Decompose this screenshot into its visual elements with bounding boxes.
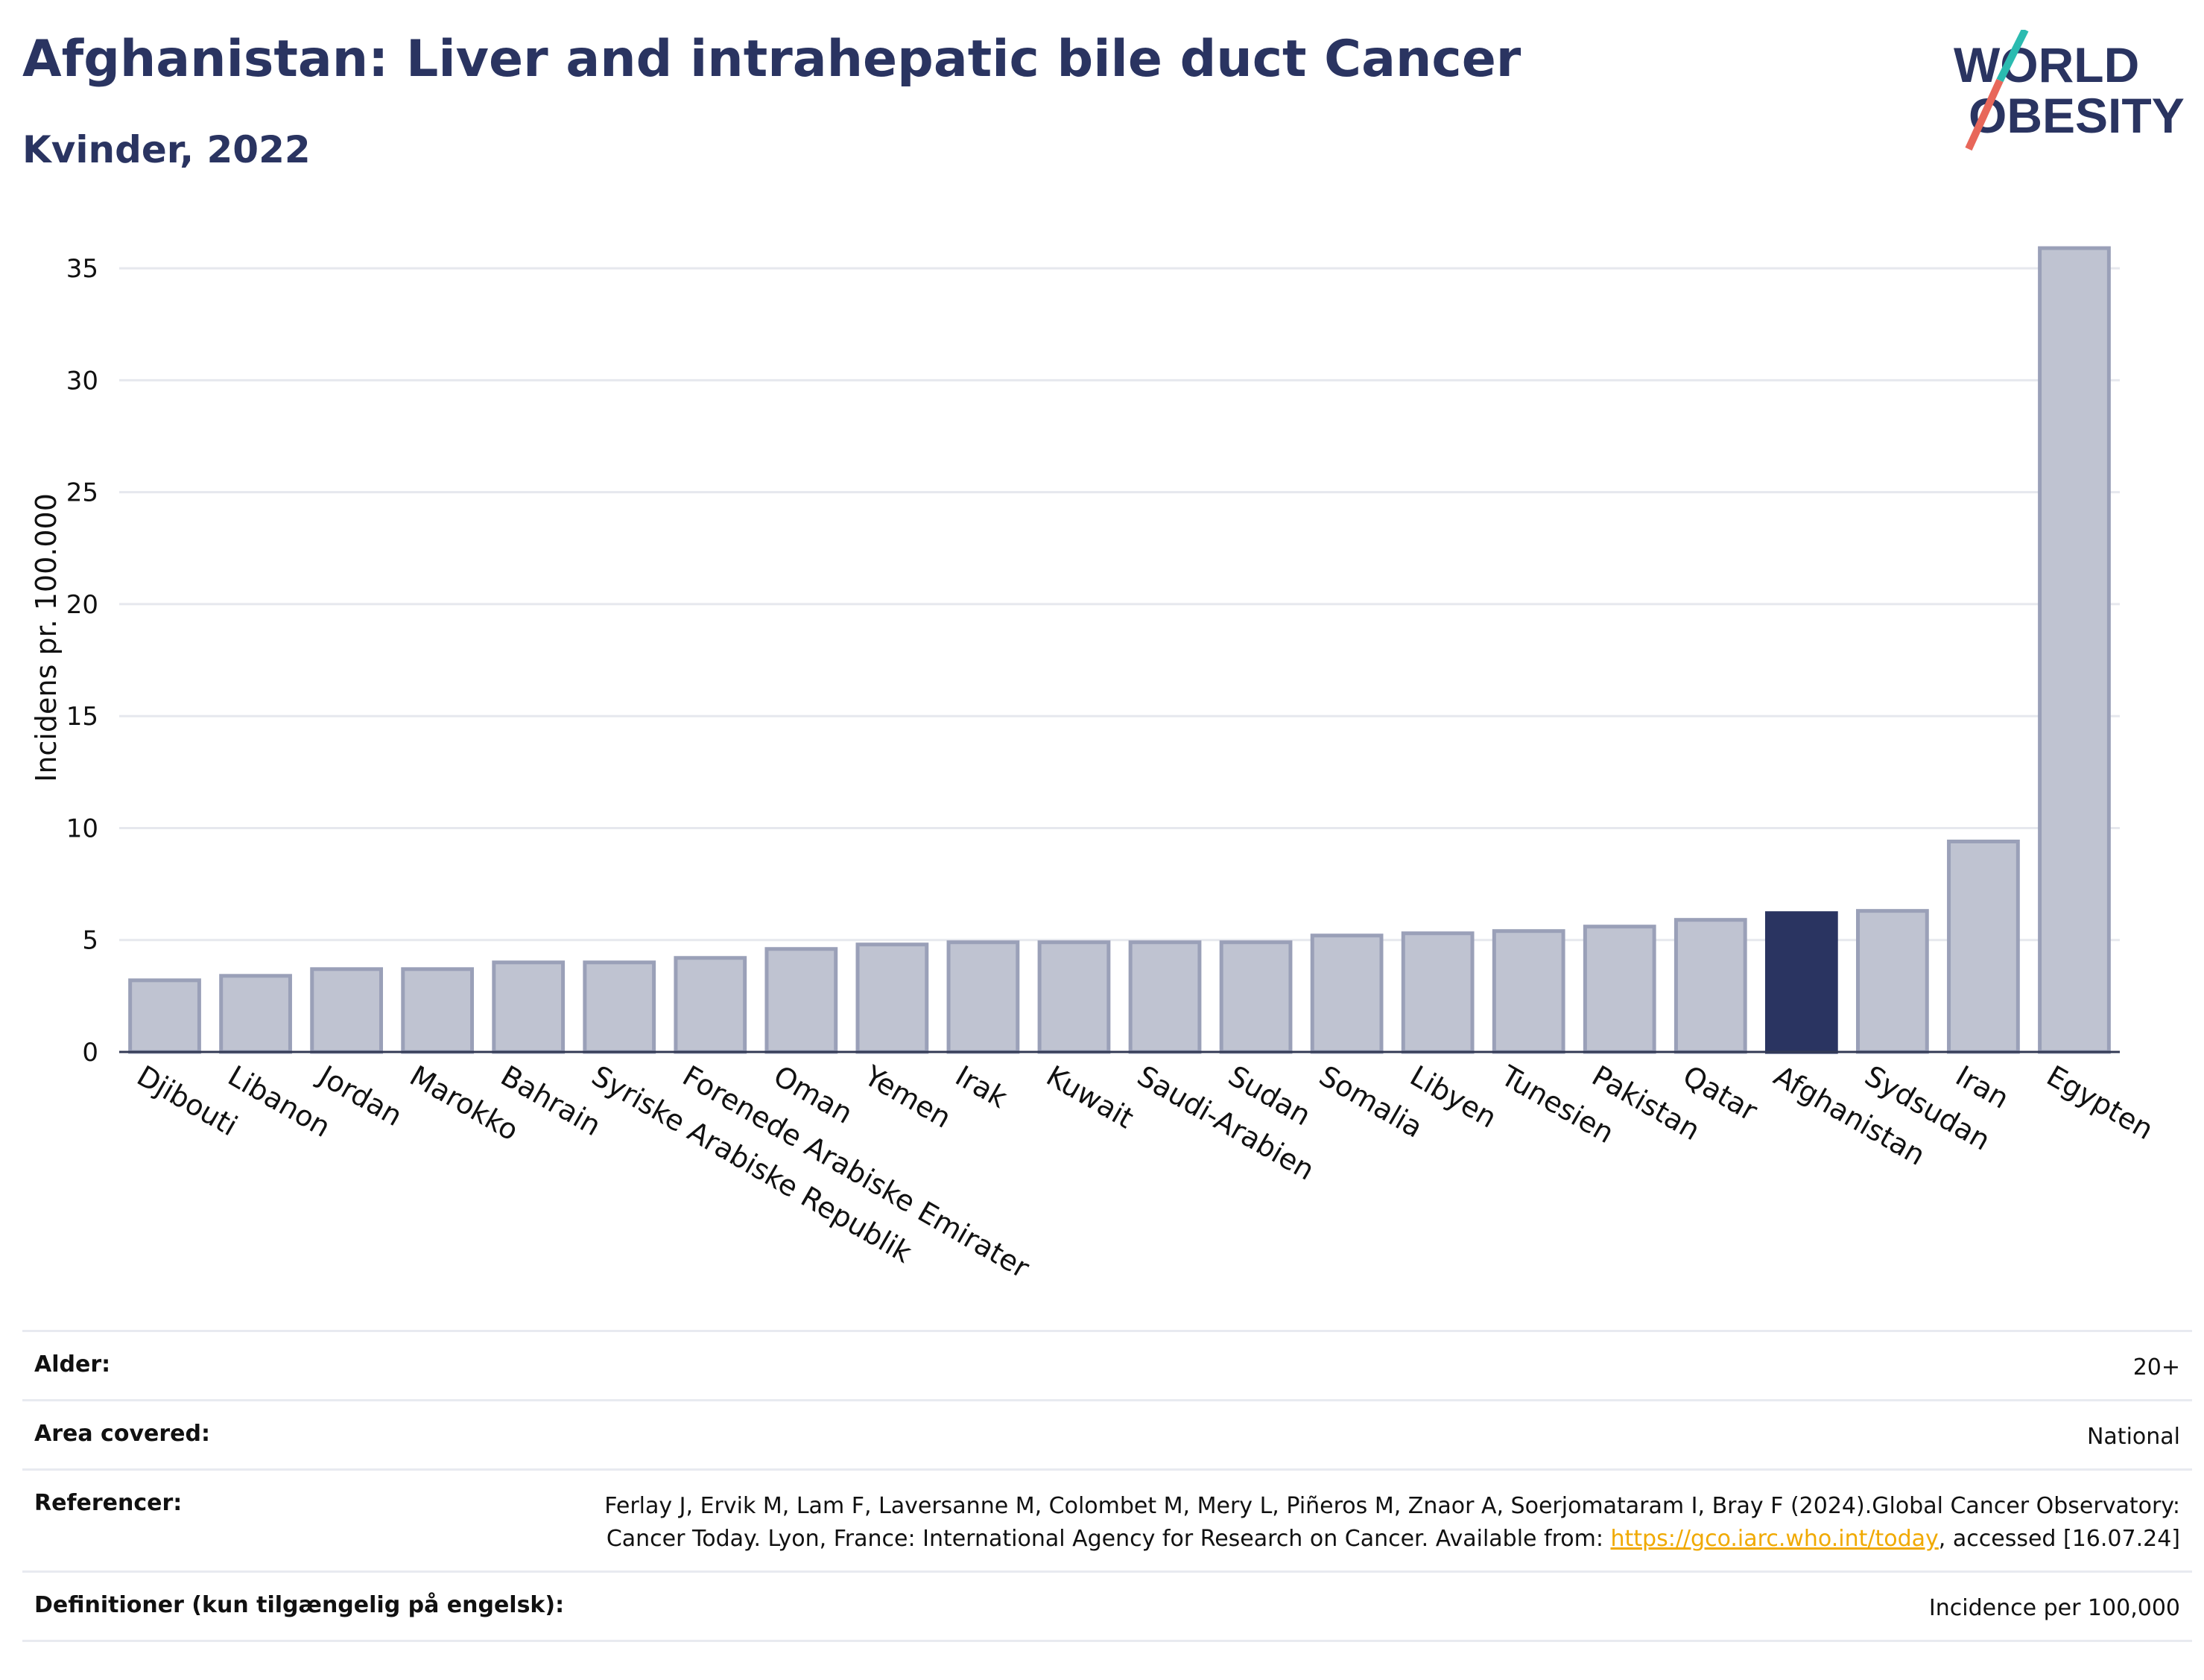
- y-tick-label: 15: [66, 702, 98, 732]
- bar: [1673, 918, 1747, 1054]
- info-label-age: Alder:: [34, 1351, 111, 1378]
- bar-chart: 0 5 10 15 20 25 30 35 Incidens pr. 100.000 Djibou…: [30, 246, 2159, 1284]
- bar: [310, 967, 383, 1054]
- x-tick-label: Iran: [1950, 1059, 2014, 1115]
- info-row-age: Alder: 20+: [22, 1330, 2192, 1399]
- x-tick-label: Libanon: [223, 1059, 336, 1144]
- info-value-definitions: Incidence per 100,000: [1928, 1595, 2180, 1621]
- bar: [1947, 839, 2020, 1054]
- bar: [674, 956, 747, 1054]
- bar: [1310, 933, 1384, 1054]
- info-value-references: Ferlay J, Ervik M, Lam F, Laversanne M, …: [578, 1490, 2180, 1556]
- x-tick-label: Yemen: [858, 1059, 957, 1135]
- bar: [855, 942, 929, 1054]
- bar: [492, 960, 566, 1054]
- y-tick-label: 30: [66, 366, 98, 396]
- info-row-area: Area covered: National: [22, 1399, 2192, 1468]
- y-tick-label: 0: [82, 1038, 98, 1068]
- x-tick-label: Djibouti: [132, 1059, 244, 1143]
- y-tick-label: 35: [66, 254, 98, 284]
- bar: [583, 960, 656, 1054]
- y-tick-label: 5: [82, 926, 98, 956]
- reference-link[interactable]: https://gco.iarc.who.int/today: [1610, 1526, 1939, 1552]
- x-tick-label: Irak: [950, 1059, 1013, 1115]
- bar: [128, 978, 201, 1054]
- info-label-area: Area covered:: [34, 1421, 210, 1447]
- logo-slash-teal: [1996, 30, 2029, 83]
- info-value-age: 20+: [2132, 1354, 2180, 1381]
- bar: [2038, 246, 2111, 1054]
- info-row-references: Referencer: Ferlay J, Ervik M, Lam F, La…: [22, 1468, 2192, 1570]
- bar: [219, 974, 292, 1054]
- world-obesity-logo: WORLD OBESITY: [1954, 30, 2185, 151]
- bar: [1492, 929, 1565, 1054]
- bar: [1219, 940, 1293, 1054]
- info-label-definitions: Definitioner (kun tilgængelig på engelsk…: [34, 1592, 565, 1618]
- bar: [764, 947, 838, 1054]
- y-tick-label: 25: [66, 478, 98, 508]
- bar: [1401, 931, 1475, 1054]
- info-value-area: National: [2086, 1424, 2180, 1450]
- logo-line2: OBESITY: [1969, 88, 2185, 143]
- bar-highlight: [1764, 911, 1838, 1054]
- bar: [401, 967, 475, 1054]
- info-table: Alder: 20+ Area covered: National Refere…: [22, 1330, 2192, 1642]
- info-row-definitions: Definitioner (kun tilgængelig på engelsk…: [22, 1570, 2192, 1642]
- bar: [1128, 940, 1202, 1054]
- reference-accessed: , accessed [16.07.24]: [1938, 1526, 2180, 1552]
- logo-line1: WORLD: [1954, 37, 2139, 92]
- bar: [1856, 909, 1929, 1054]
- y-tick-label: 20: [66, 590, 98, 620]
- bar: [946, 940, 1020, 1054]
- bar: [1583, 925, 1656, 1054]
- info-label-references: Referencer:: [34, 1490, 183, 1516]
- chart-subtitle: Kvinder, 2022: [22, 128, 311, 171]
- x-tick-label: Kuwait: [1041, 1059, 1139, 1135]
- x-tick-label: Somalia: [1314, 1059, 1428, 1144]
- logo-slash-coral: [1965, 78, 2004, 151]
- bar: [1037, 940, 1111, 1054]
- x-tick-label: Egypten: [2041, 1059, 2159, 1147]
- y-axis-label: Incidens pr. 100.000: [30, 493, 63, 782]
- y-tick-label: 10: [66, 814, 98, 843]
- chart-title: Afghanistan: Liver and intrahepatic bile…: [22, 30, 1521, 89]
- reference-text: Ferlay J, Ervik M, Lam F, Laversanne M, …: [604, 1493, 2180, 1552]
